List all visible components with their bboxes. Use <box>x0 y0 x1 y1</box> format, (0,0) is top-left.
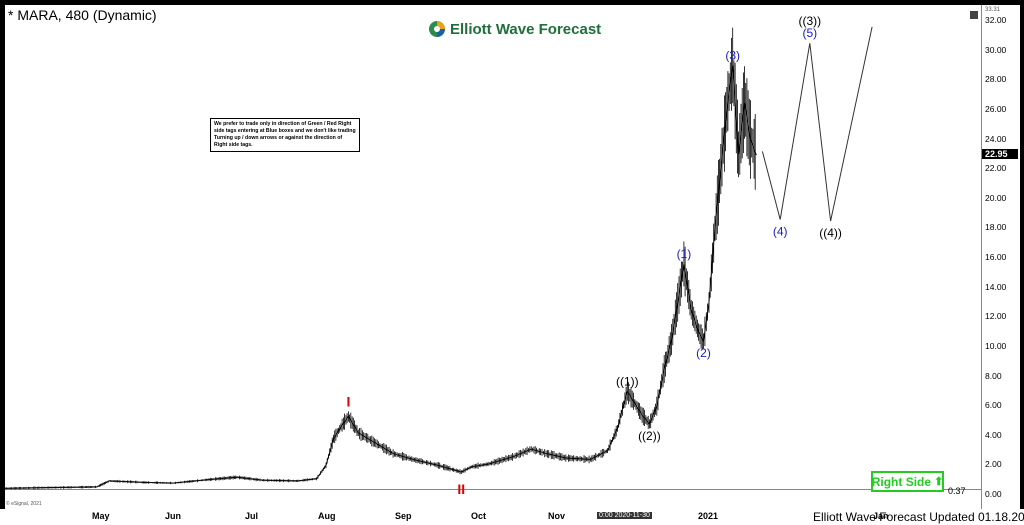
footer-updated: Elliott Wave Forecast Updated 01.18.2021 <box>813 510 1024 524</box>
projection-line <box>761 26 873 222</box>
y-tick-label: 8.00 <box>985 370 1002 381</box>
low-value-label: 0.37 <box>948 486 966 496</box>
y-tick-label: 12.00 <box>985 311 1007 322</box>
y-tick-label: 6.00 <box>985 400 1002 411</box>
y-tick-label: 4.00 <box>985 429 1002 440</box>
y-tick-label: 28.00 <box>985 74 1007 85</box>
red-mark-0: I <box>346 394 350 410</box>
x-tick-label: Nov <box>548 511 566 521</box>
y-tick-label: 22.00 <box>985 163 1007 174</box>
arrow-up-icon: ⬆ <box>934 476 944 488</box>
x-tick-label: Jun <box>165 511 182 521</box>
y-tick-label: 10.00 <box>985 340 1007 351</box>
price-axis[interactable] <box>981 5 1020 509</box>
y-tick-label: 18.00 <box>985 222 1007 233</box>
wave-label-2: (1) <box>677 247 692 261</box>
chart-title: * MARA, 480 (Dynamic) <box>8 7 157 23</box>
y-tick-label: 14.00 <box>985 281 1007 292</box>
x-tick-label: 2021 <box>698 511 719 521</box>
brand-name: Elliott Wave Forecast <box>450 20 602 38</box>
scale-top-label: 33.31 <box>985 7 1001 13</box>
trading-note: We prefer to trade only in direction of … <box>210 118 360 152</box>
wave-label-7: ((3)) <box>798 14 821 28</box>
y-tick-label: 16.00 <box>985 252 1007 262</box>
wave-label-5: (4) <box>773 225 788 239</box>
plot-area[interactable]: ((1)) ((2)) (1) (2) (3) (4) (5) ((3)) ((4)) I II <box>5 5 981 509</box>
last-price-badge: 22.95 <box>982 149 1018 160</box>
y-tick-label: 2.00 <box>985 459 1002 470</box>
menu-icon[interactable] <box>970 11 978 19</box>
wave-label-3: (2) <box>696 346 711 360</box>
wave-label-0: ((1)) <box>616 374 639 388</box>
x-tick-label: May <box>92 511 110 521</box>
brand-icon <box>429 21 445 37</box>
y-tick-label: 0.00 <box>985 489 1002 499</box>
chart-svg: ((1))((2))(1)(2)(3)(4)(5)((3))((4))III <box>5 14 981 497</box>
price-line <box>5 65 757 489</box>
wave-label-6: (5) <box>802 26 817 40</box>
x-tick-label: Jul <box>245 511 259 521</box>
right-side-label: Right Side <box>871 474 932 489</box>
right-side-tag: Right Side ⬆ <box>871 471 944 492</box>
x-tick-label: Oct <box>471 511 487 521</box>
x-axis-bar <box>0 509 1024 525</box>
y-tick-label: 20.00 <box>985 192 1007 203</box>
x-tick-label: Aug <box>318 511 336 521</box>
copyright-label: © eSignal, 2021 <box>6 501 42 507</box>
brand-logo: Elliott Wave Forecast <box>428 20 601 38</box>
wave-label-8: ((4)) <box>819 226 842 240</box>
y-tick-label: 26.00 <box>985 103 1007 114</box>
y-tick-label: 24.00 <box>985 133 1007 144</box>
y-tick-label: 32.00 <box>985 15 1007 25</box>
cursor-date-readout: 0:00 2020-11-30 <box>597 512 652 519</box>
y-tick-label: 30.00 <box>985 44 1007 55</box>
red-mark-1: II <box>457 481 465 497</box>
wave-label-4: (3) <box>725 48 740 62</box>
x-tick-label: Sep <box>395 511 412 521</box>
wave-label-1: ((2)) <box>638 429 661 443</box>
x-tick-label: Jan <box>873 511 889 521</box>
